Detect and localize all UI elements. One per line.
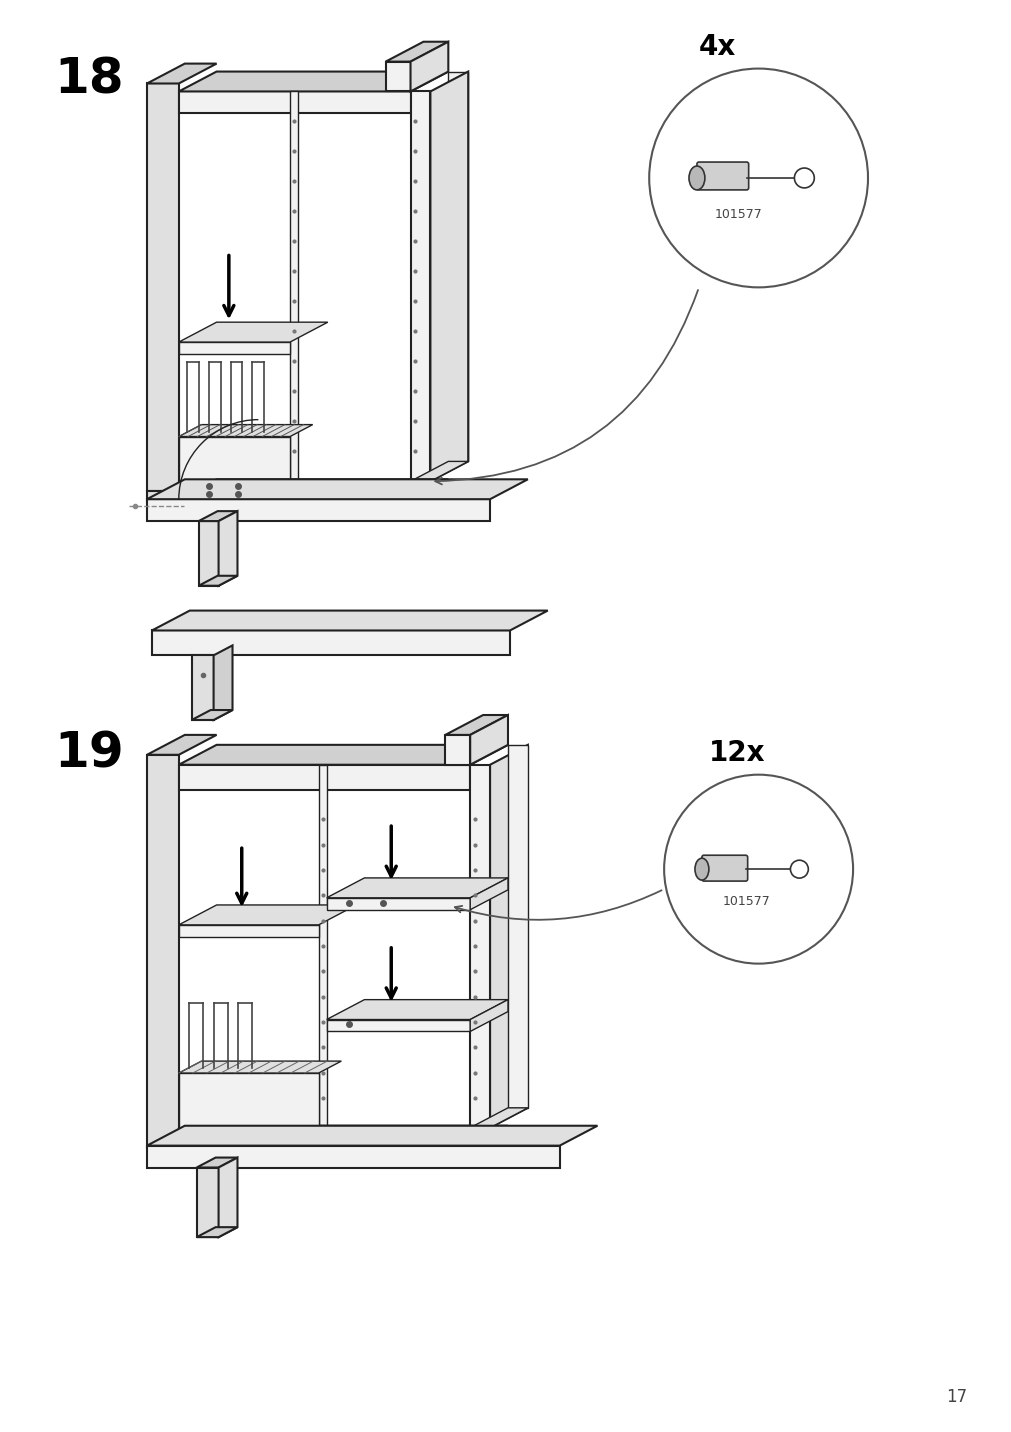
Polygon shape bbox=[179, 745, 508, 765]
Polygon shape bbox=[489, 745, 528, 1128]
FancyArrowPatch shape bbox=[455, 891, 661, 919]
Polygon shape bbox=[198, 576, 238, 586]
Polygon shape bbox=[318, 765, 327, 1128]
Polygon shape bbox=[470, 715, 508, 765]
Polygon shape bbox=[196, 1227, 238, 1237]
Polygon shape bbox=[385, 62, 410, 92]
FancyBboxPatch shape bbox=[697, 162, 748, 190]
Polygon shape bbox=[179, 342, 290, 354]
Polygon shape bbox=[147, 491, 179, 501]
Polygon shape bbox=[152, 610, 547, 630]
Polygon shape bbox=[179, 925, 318, 937]
Text: 17: 17 bbox=[945, 1388, 967, 1406]
Polygon shape bbox=[152, 630, 510, 656]
Polygon shape bbox=[218, 511, 238, 586]
Polygon shape bbox=[327, 878, 508, 898]
Polygon shape bbox=[147, 83, 179, 491]
Polygon shape bbox=[147, 1146, 559, 1167]
Polygon shape bbox=[198, 521, 218, 586]
Polygon shape bbox=[213, 646, 233, 720]
Polygon shape bbox=[290, 92, 297, 481]
Polygon shape bbox=[179, 1128, 470, 1146]
Polygon shape bbox=[147, 480, 528, 500]
Text: 4x: 4x bbox=[699, 33, 735, 60]
Polygon shape bbox=[198, 511, 238, 521]
Circle shape bbox=[794, 168, 814, 188]
Polygon shape bbox=[191, 710, 233, 720]
Polygon shape bbox=[218, 1157, 238, 1237]
Ellipse shape bbox=[695, 858, 708, 881]
Polygon shape bbox=[470, 1000, 508, 1031]
Polygon shape bbox=[179, 1073, 318, 1128]
Polygon shape bbox=[179, 905, 356, 925]
Circle shape bbox=[790, 861, 808, 878]
Text: 12x: 12x bbox=[708, 739, 764, 766]
Polygon shape bbox=[470, 878, 508, 909]
Circle shape bbox=[663, 775, 852, 964]
Polygon shape bbox=[385, 42, 448, 62]
Ellipse shape bbox=[688, 166, 705, 190]
Polygon shape bbox=[196, 1157, 238, 1167]
Polygon shape bbox=[179, 322, 328, 342]
Polygon shape bbox=[445, 715, 508, 735]
Polygon shape bbox=[327, 1000, 508, 1020]
Polygon shape bbox=[147, 500, 489, 521]
Polygon shape bbox=[196, 1167, 218, 1237]
Polygon shape bbox=[179, 1061, 341, 1073]
Polygon shape bbox=[470, 765, 489, 1128]
Polygon shape bbox=[179, 437, 290, 481]
Polygon shape bbox=[179, 72, 448, 92]
Polygon shape bbox=[448, 72, 468, 461]
Text: 101577: 101577 bbox=[722, 895, 769, 908]
Polygon shape bbox=[430, 72, 468, 481]
Polygon shape bbox=[147, 735, 216, 755]
Circle shape bbox=[649, 69, 867, 288]
Polygon shape bbox=[445, 735, 470, 765]
Polygon shape bbox=[410, 461, 468, 481]
Text: 19: 19 bbox=[55, 730, 124, 778]
Polygon shape bbox=[179, 480, 448, 500]
Text: 18: 18 bbox=[55, 56, 124, 103]
Polygon shape bbox=[470, 1108, 528, 1128]
Polygon shape bbox=[179, 765, 470, 789]
Text: 101577: 101577 bbox=[714, 208, 762, 221]
Polygon shape bbox=[327, 898, 470, 909]
FancyBboxPatch shape bbox=[702, 855, 747, 881]
FancyArrowPatch shape bbox=[435, 291, 698, 484]
Polygon shape bbox=[179, 425, 312, 437]
Polygon shape bbox=[327, 1020, 470, 1031]
Polygon shape bbox=[179, 1126, 508, 1146]
Polygon shape bbox=[410, 92, 430, 481]
Polygon shape bbox=[179, 481, 410, 500]
Polygon shape bbox=[147, 1126, 596, 1146]
Polygon shape bbox=[508, 745, 528, 1108]
Polygon shape bbox=[147, 755, 179, 1147]
Polygon shape bbox=[147, 63, 216, 83]
Polygon shape bbox=[410, 42, 448, 92]
Polygon shape bbox=[179, 92, 410, 113]
Polygon shape bbox=[191, 656, 213, 720]
